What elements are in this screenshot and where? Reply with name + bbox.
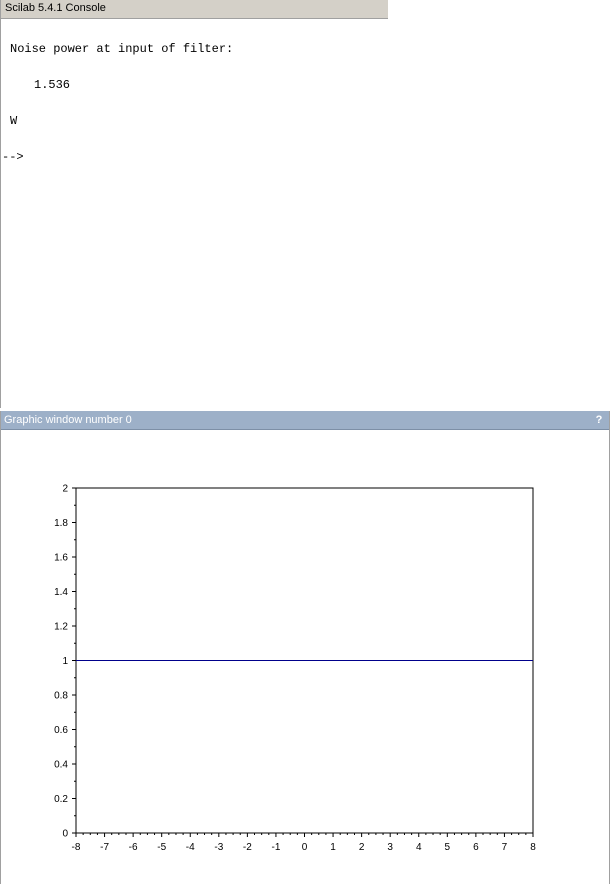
console-line-unit: W <box>10 114 18 128</box>
console-window: Scilab 5.4.1 Console Noise power at inpu… <box>0 0 388 408</box>
x-tick-label: 4 <box>416 842 422 853</box>
x-tick-label: -8 <box>72 842 81 853</box>
y-tick-label: 1.2 <box>54 622 68 633</box>
y-tick-label: 0.6 <box>54 725 68 736</box>
x-tick-label: 6 <box>473 842 479 853</box>
x-tick-label: 0 <box>302 842 308 853</box>
console-output[interactable]: Noise power at input of filter: 1.536 W … <box>1 19 388 409</box>
graphic-titlebar: Graphic window number 0 ? <box>1 411 609 430</box>
y-tick-label: 0.8 <box>54 691 68 702</box>
x-tick-label: -7 <box>100 842 109 853</box>
ticks: -8 -7 -6 -5 -4 -3 -2 -1 0 1 2 3 4 5 6 7 8 0 0.2 0.4 0.6 0.8 1 1… <box>54 484 536 854</box>
y-tick-label: 0.4 <box>54 760 68 771</box>
console-title: Scilab 5.4.1 Console <box>1 0 388 19</box>
console-line-value: 1.536 <box>34 78 71 92</box>
x-tick-label: 8 <box>530 842 536 853</box>
graphic-window: Graphic window number 0 ? <box>0 411 610 884</box>
x-tick-label: -3 <box>214 842 223 853</box>
x-tick-label: -2 <box>243 842 252 853</box>
console-prompt[interactable]: --> <box>2 150 24 164</box>
x-tick-label: 5 <box>445 842 451 853</box>
x-tick-label: 2 <box>359 842 365 853</box>
graphic-title: Graphic window number 0 <box>4 414 132 426</box>
x-tick-label: 1 <box>330 842 336 853</box>
help-button[interactable]: ? <box>595 414 603 426</box>
y-tick-label: 1 <box>62 656 68 667</box>
y-tick-label: 1.6 <box>54 553 68 564</box>
x-tick-label: -5 <box>157 842 166 853</box>
y-tick-label: 0.2 <box>54 794 68 805</box>
x-tick-label: 3 <box>387 842 393 853</box>
y-tick-label: 2 <box>62 484 68 495</box>
console-line-message: Noise power at input of filter: <box>10 42 234 56</box>
x-tick-label: -6 <box>129 842 138 853</box>
x-tick-label: 7 <box>502 842 508 853</box>
x-tick-label: -1 <box>271 842 280 853</box>
y-tick-label: 1.8 <box>54 518 68 529</box>
y-tick-label: 0 <box>62 829 68 840</box>
x-tick-label: -4 <box>186 842 195 853</box>
y-tick-label: 1.4 <box>54 587 68 598</box>
